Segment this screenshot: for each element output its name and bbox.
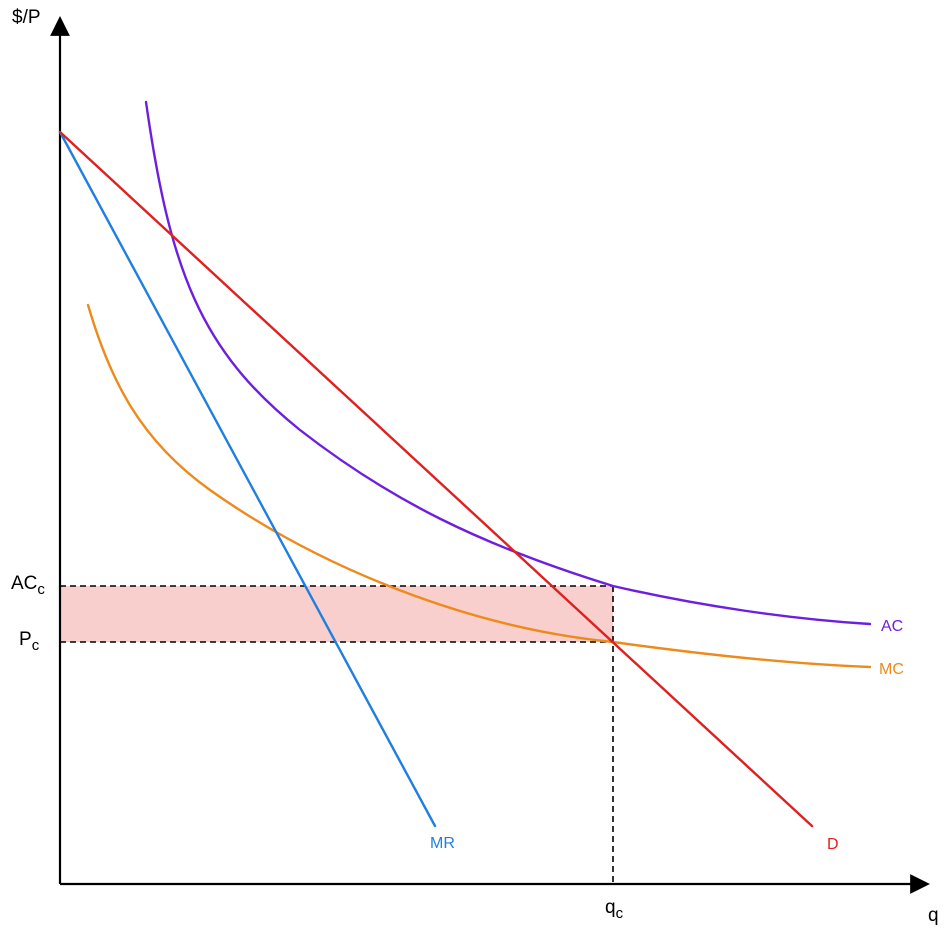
ac-curve-label: AC [881, 618, 903, 635]
quantity-subscript: c [616, 905, 624, 922]
demand-curve-label: D [827, 836, 839, 853]
mr-curve-label: MR [430, 835, 455, 852]
demand-curve [58, 130, 814, 828]
x-axis-label: q [928, 905, 939, 926]
ac-curve [144, 100, 872, 626]
p-price-label: Pc [19, 629, 40, 654]
p-price-subscript: c [32, 637, 40, 654]
mr-curve [58, 130, 437, 828]
y-axis-label: $/P [12, 7, 41, 28]
quantity-label: qc [605, 897, 624, 922]
mc-curve-label: MC [879, 661, 904, 678]
loss-area [60, 586, 613, 642]
mc-curve [86, 303, 872, 669]
ac-price-subscript: c [37, 581, 45, 598]
ac-price-label: ACc [11, 573, 45, 598]
